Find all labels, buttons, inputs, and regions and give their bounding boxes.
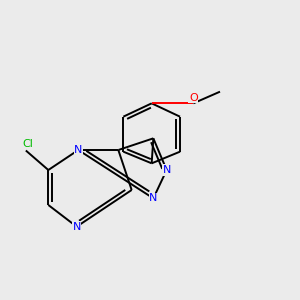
Text: Cl: Cl bbox=[22, 139, 33, 149]
Text: N: N bbox=[149, 193, 158, 203]
Text: N: N bbox=[163, 165, 171, 175]
Text: O: O bbox=[189, 93, 198, 103]
Text: N: N bbox=[73, 222, 81, 232]
Text: N: N bbox=[74, 145, 82, 155]
